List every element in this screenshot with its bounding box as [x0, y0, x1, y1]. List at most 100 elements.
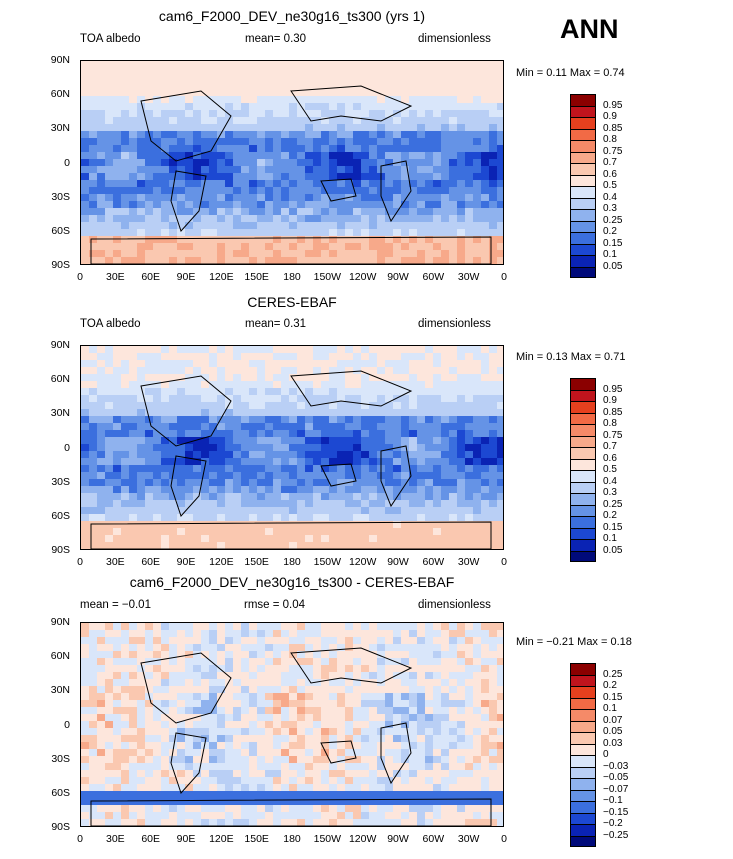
lon-tick-label: 150W — [313, 556, 342, 568]
colorbar-swatch — [570, 232, 596, 244]
colorbar-label: 0.75 — [603, 145, 623, 157]
lon-tick-label: 120E — [209, 271, 234, 283]
lon-tick-label: 180 — [283, 833, 301, 845]
lat-tick-label: 30N — [50, 407, 70, 420]
lat-tick-label: 0 — [64, 156, 70, 169]
colorbar-label: 0.15 — [603, 237, 623, 249]
map-field — [81, 61, 503, 264]
coastline — [140, 90, 232, 162]
colorbar-swatch — [570, 835, 596, 847]
colorbar-swatch — [570, 550, 596, 562]
colorbar-label: 0.75 — [603, 429, 623, 441]
coastline — [290, 370, 413, 407]
lat-tick-label: 60S — [51, 509, 70, 522]
lat-tick-label: 90S — [51, 259, 70, 271]
lon-tick-label: 150E — [244, 833, 269, 845]
lon-tick-label: 120W — [348, 556, 377, 568]
lat-tick-label: 60S — [51, 786, 70, 799]
map-field — [81, 623, 503, 826]
colorbar-label: 0.7 — [603, 441, 617, 452]
lon-tick-label: 150E — [244, 271, 269, 283]
coastline — [170, 170, 207, 232]
colorbar-label: −0.07 — [603, 783, 629, 795]
lon-tick-label: 150W — [313, 271, 342, 283]
coastline — [90, 236, 492, 264]
colorbar-swatch — [570, 197, 596, 209]
colorbar-swatch — [570, 686, 596, 698]
colorbar-label: 0.05 — [603, 544, 623, 556]
colorbar-label: 0.25 — [603, 498, 623, 510]
colorbar-label: −0.05 — [603, 772, 629, 783]
colorbar-label: 0.4 — [603, 191, 617, 203]
lat-tick-label: 60N — [50, 373, 70, 386]
coastline — [380, 722, 412, 785]
colorbar-swatch — [570, 174, 596, 186]
lon-tick-label: 90W — [387, 833, 409, 845]
colorbar-swatch — [570, 493, 596, 505]
lat-tick-label: 30N — [50, 122, 70, 135]
lat-tick-label: 30S — [51, 475, 70, 488]
colorbar-swatch — [570, 766, 596, 778]
colorbar-swatch — [570, 743, 596, 755]
colorbar-swatch — [570, 151, 596, 163]
colorbar-swatch — [570, 663, 596, 675]
min-max-readout: Min = 0.13 Max = 0.71 — [516, 351, 626, 363]
colorbar-swatch — [570, 539, 596, 551]
lat-tick-label: 30N — [50, 684, 70, 697]
colorbar-swatch — [570, 389, 596, 401]
colorbar-label: 0.1 — [603, 703, 617, 714]
colorbar-label: −0.1 — [603, 795, 623, 806]
lat-tick-label: 60S — [51, 224, 70, 237]
lon-tick-label: 0 — [501, 271, 507, 283]
colorbar-swatch — [570, 447, 596, 459]
lat-tick-label: 30S — [51, 752, 70, 765]
lon-tick-label: 30E — [105, 833, 125, 845]
lon-tick-label: 30W — [457, 833, 480, 845]
lat-tick-label: 90N — [50, 54, 70, 66]
colorbar-swatch — [570, 105, 596, 117]
panel-title: CERES-EBAF — [247, 294, 337, 310]
colorbar-label: 0.2 — [603, 226, 617, 237]
colorbar-swatch — [570, 674, 596, 686]
lon-tick-label: 120E — [209, 556, 234, 568]
colorbar-swatch — [570, 458, 596, 470]
colorbar-label: 0.15 — [603, 691, 623, 703]
lat-tick-label: 60N — [50, 88, 70, 101]
coastline — [290, 85, 413, 122]
lat-tick-label: 90N — [50, 339, 70, 351]
colorbar — [570, 663, 596, 847]
lon-tick-label: 0 — [77, 556, 83, 568]
map-panel — [80, 60, 504, 265]
lat-tick-label: 0 — [64, 718, 70, 731]
colorbar-label: 0.2 — [603, 680, 617, 691]
colorbar-label: 0.6 — [603, 452, 617, 464]
lat-tick-label: 90N — [50, 616, 70, 628]
colorbar-swatch — [570, 140, 596, 152]
coastline — [320, 178, 357, 202]
colorbar-label: 0.8 — [603, 134, 617, 145]
coastline — [140, 652, 232, 724]
left-label: TOA albedo — [80, 33, 141, 45]
colorbar-label: 0.1 — [603, 533, 617, 544]
colorbar-swatch — [570, 789, 596, 801]
colorbar-swatch — [570, 220, 596, 232]
lon-tick-label: 90E — [176, 271, 196, 283]
colorbar-swatch — [570, 709, 596, 721]
colorbar-swatch — [570, 412, 596, 424]
colorbar-swatch — [570, 117, 596, 129]
right-label: dimensionless — [418, 318, 491, 330]
colorbar-swatch — [570, 755, 596, 767]
lon-tick-label: 90W — [387, 556, 409, 568]
colorbar-label: −0.15 — [603, 806, 629, 818]
coastline — [380, 445, 412, 508]
colorbar-label: 0.07 — [603, 714, 623, 726]
colorbar-swatch — [570, 720, 596, 732]
lon-tick-label: 0 — [77, 833, 83, 845]
colorbar-swatch — [570, 516, 596, 528]
lon-tick-label: 90E — [176, 556, 196, 568]
lon-tick-label: 60E — [141, 271, 160, 283]
left-label: mean = −0.01 — [80, 599, 151, 611]
lon-tick-label: 0 — [77, 271, 83, 283]
colorbar-swatch — [570, 435, 596, 447]
colorbar-swatch — [570, 209, 596, 221]
